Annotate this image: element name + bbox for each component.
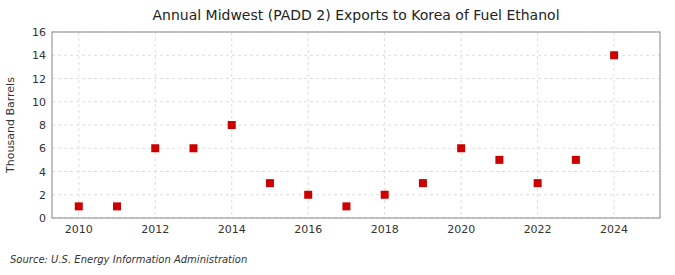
x-tick-label: 2024 xyxy=(600,223,628,236)
y-tick-label: 14 xyxy=(32,49,46,62)
chart-container: 2010 2012 2014 2016 2018 2020 2022 2024 0 2 4 6 8 10 1… xyxy=(0,0,675,275)
source: Source: U.S. Energy Information Administ… xyxy=(10,254,247,265)
grid xyxy=(52,32,660,218)
points xyxy=(75,51,618,210)
y-grid-line xyxy=(52,78,660,79)
y-tick-label: 4 xyxy=(39,166,46,179)
y-tick-label: 10 xyxy=(32,96,46,109)
y-grid-line xyxy=(52,125,660,126)
point xyxy=(304,191,312,199)
y-grid-line xyxy=(52,194,660,195)
y-tick-label: 8 xyxy=(39,119,46,132)
x-grid-line xyxy=(308,32,309,218)
point xyxy=(113,202,121,210)
point xyxy=(75,202,83,210)
y-tick-label: 0 xyxy=(39,212,46,225)
x-tick-label: 2018 xyxy=(371,223,399,236)
y-grid-line xyxy=(52,55,660,56)
y-tick-label: 12 xyxy=(32,73,46,86)
x-tick-label: 2010 xyxy=(65,223,93,236)
point xyxy=(151,144,159,152)
plot-frame xyxy=(52,32,660,218)
point xyxy=(228,121,236,129)
point xyxy=(266,179,274,187)
point xyxy=(572,156,580,164)
y-tick-label: 16 xyxy=(32,26,46,39)
x-tick-label: 2012 xyxy=(141,223,169,236)
x-tick-label: 2014 xyxy=(218,223,246,236)
chart: 2010 2012 2014 2016 2018 2020 2022 2024 0 2 4 6 8 10 1… xyxy=(0,0,675,275)
y-axis-label: Thousand Barrels xyxy=(4,77,17,174)
point xyxy=(457,144,465,152)
title: Annual Midwest (PADD 2) Exports to Korea… xyxy=(152,7,559,23)
point xyxy=(534,179,542,187)
point xyxy=(610,51,618,59)
x-grid-line xyxy=(614,32,615,218)
x-tick-label: 2022 xyxy=(524,223,552,236)
x-tick-label: 2020 xyxy=(447,223,475,236)
point xyxy=(189,144,197,152)
point xyxy=(342,202,350,210)
point xyxy=(381,191,389,199)
y-tick-label: 2 xyxy=(39,189,46,202)
point xyxy=(495,156,503,164)
y-grid-line xyxy=(52,101,660,102)
y-grid-line xyxy=(52,148,660,149)
y-tick-label: 6 xyxy=(39,142,46,155)
y-grid-line xyxy=(52,171,660,172)
x-tick-label: 2016 xyxy=(294,223,322,236)
x-grid-line xyxy=(537,32,538,218)
point xyxy=(419,179,427,187)
